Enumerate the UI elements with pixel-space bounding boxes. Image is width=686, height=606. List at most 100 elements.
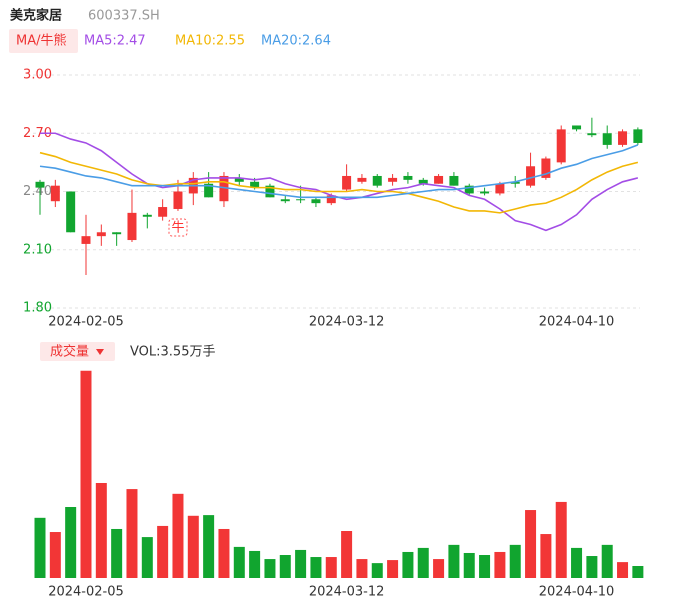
x-tick-label: 2024-02-05 bbox=[48, 585, 124, 600]
volume-bar bbox=[433, 559, 445, 578]
volume-bar bbox=[402, 551, 414, 578]
candle-body bbox=[572, 125, 582, 130]
volume-bar bbox=[187, 515, 199, 578]
volume-bar bbox=[95, 482, 107, 578]
legend-entry: MA5:2.47 bbox=[84, 34, 146, 49]
volume-bar bbox=[632, 565, 644, 578]
candle-body bbox=[81, 236, 91, 244]
candle-body bbox=[342, 175, 352, 190]
volume-bar bbox=[203, 515, 215, 578]
x-tick-label: 2024-02-05 bbox=[48, 315, 124, 330]
candle-body bbox=[357, 177, 367, 182]
candle-body bbox=[296, 199, 306, 201]
volume-bar bbox=[601, 544, 613, 578]
candle-body bbox=[480, 191, 490, 194]
candle-body bbox=[372, 175, 382, 186]
volume-bar bbox=[111, 528, 123, 578]
ma-line bbox=[39, 144, 639, 199]
volume-bar bbox=[141, 537, 153, 578]
volume-bar bbox=[586, 556, 598, 578]
ma-button-label[interactable]: MA/牛熊 bbox=[16, 33, 67, 49]
x-tick-label: 2024-04-10 bbox=[539, 315, 615, 330]
volume-bar bbox=[356, 559, 368, 578]
volume-bar bbox=[310, 557, 322, 578]
volume-bar bbox=[157, 525, 169, 578]
badge: 牛 bbox=[171, 221, 184, 236]
volume-bar bbox=[325, 557, 337, 578]
volume-button-label[interactable]: 成交量 bbox=[50, 344, 89, 360]
candle-body bbox=[127, 212, 137, 241]
volume-bar bbox=[525, 510, 537, 578]
candle-body bbox=[326, 195, 336, 204]
volume-bar bbox=[279, 555, 291, 578]
volume-bar bbox=[463, 552, 475, 578]
volume-bar bbox=[233, 546, 245, 578]
candle-body bbox=[526, 166, 536, 186]
volume-bar bbox=[341, 531, 353, 578]
volume-bar bbox=[540, 534, 552, 578]
volume-bar bbox=[65, 507, 77, 578]
legend-entry: MA10:2.55 bbox=[175, 34, 245, 49]
candle-body bbox=[280, 199, 290, 202]
ma-button[interactable] bbox=[9, 29, 78, 53]
candle-body bbox=[35, 181, 45, 188]
volume-bar bbox=[34, 517, 46, 578]
volume-bar bbox=[218, 528, 230, 578]
candle-body bbox=[112, 232, 122, 235]
volume-button[interactable] bbox=[40, 342, 115, 361]
volume-bar bbox=[555, 501, 567, 578]
candle-body bbox=[464, 185, 474, 194]
candle-body bbox=[388, 177, 398, 182]
candle-body bbox=[449, 175, 459, 186]
candle-body bbox=[173, 191, 183, 209]
volume-bar bbox=[417, 547, 429, 578]
badge-box bbox=[168, 218, 188, 237]
y-tick-label: 2.10 bbox=[23, 242, 52, 257]
ma-line bbox=[39, 151, 639, 214]
candle-body bbox=[434, 175, 444, 184]
volume-bar bbox=[80, 370, 92, 578]
y-tick-label: 3.00 bbox=[23, 68, 52, 83]
y-tick-label: 2.70 bbox=[23, 126, 52, 141]
volume-bar bbox=[571, 547, 583, 578]
volume-bar bbox=[126, 489, 138, 578]
candle-body bbox=[495, 183, 505, 194]
candle-body bbox=[587, 133, 597, 136]
candle-body bbox=[602, 133, 612, 145]
dropdown-arrow bbox=[96, 349, 104, 355]
candle-body bbox=[204, 183, 214, 198]
candle-body bbox=[556, 129, 566, 163]
candle-body bbox=[50, 185, 60, 202]
candle-body bbox=[219, 175, 229, 202]
volume-bar bbox=[264, 559, 276, 578]
volume-label: VOL:3.55万手 bbox=[130, 345, 215, 360]
x-tick-label: 2024-04-10 bbox=[539, 585, 615, 600]
volume-bar bbox=[479, 555, 491, 578]
volume-bar bbox=[617, 562, 629, 578]
y-tick-label: 1.80 bbox=[23, 301, 52, 316]
volume-bar bbox=[448, 544, 460, 578]
volume-bar bbox=[295, 549, 307, 578]
x-tick-label: 2024-03-12 bbox=[309, 585, 385, 600]
stock-code: 600337.SH bbox=[88, 9, 160, 24]
volume-bar bbox=[509, 544, 521, 578]
volume-bar bbox=[387, 560, 399, 578]
legend-entry: MA20:2.64 bbox=[261, 34, 331, 49]
volume-bar bbox=[249, 550, 261, 578]
candle-body bbox=[418, 179, 428, 184]
y-tick-label: 2.40 bbox=[23, 184, 52, 199]
candle-body bbox=[96, 232, 106, 237]
candle-body bbox=[541, 158, 551, 178]
candle-body bbox=[510, 181, 520, 184]
candle-body bbox=[142, 214, 152, 217]
candle-body bbox=[633, 129, 643, 143]
candle-body bbox=[618, 131, 628, 145]
candle-body bbox=[311, 199, 321, 204]
candle-body bbox=[158, 207, 168, 217]
volume-bar bbox=[172, 493, 184, 578]
candle-body bbox=[250, 181, 260, 188]
volume-bar bbox=[371, 563, 383, 578]
candle-body bbox=[265, 185, 275, 198]
candle-body bbox=[66, 191, 76, 233]
